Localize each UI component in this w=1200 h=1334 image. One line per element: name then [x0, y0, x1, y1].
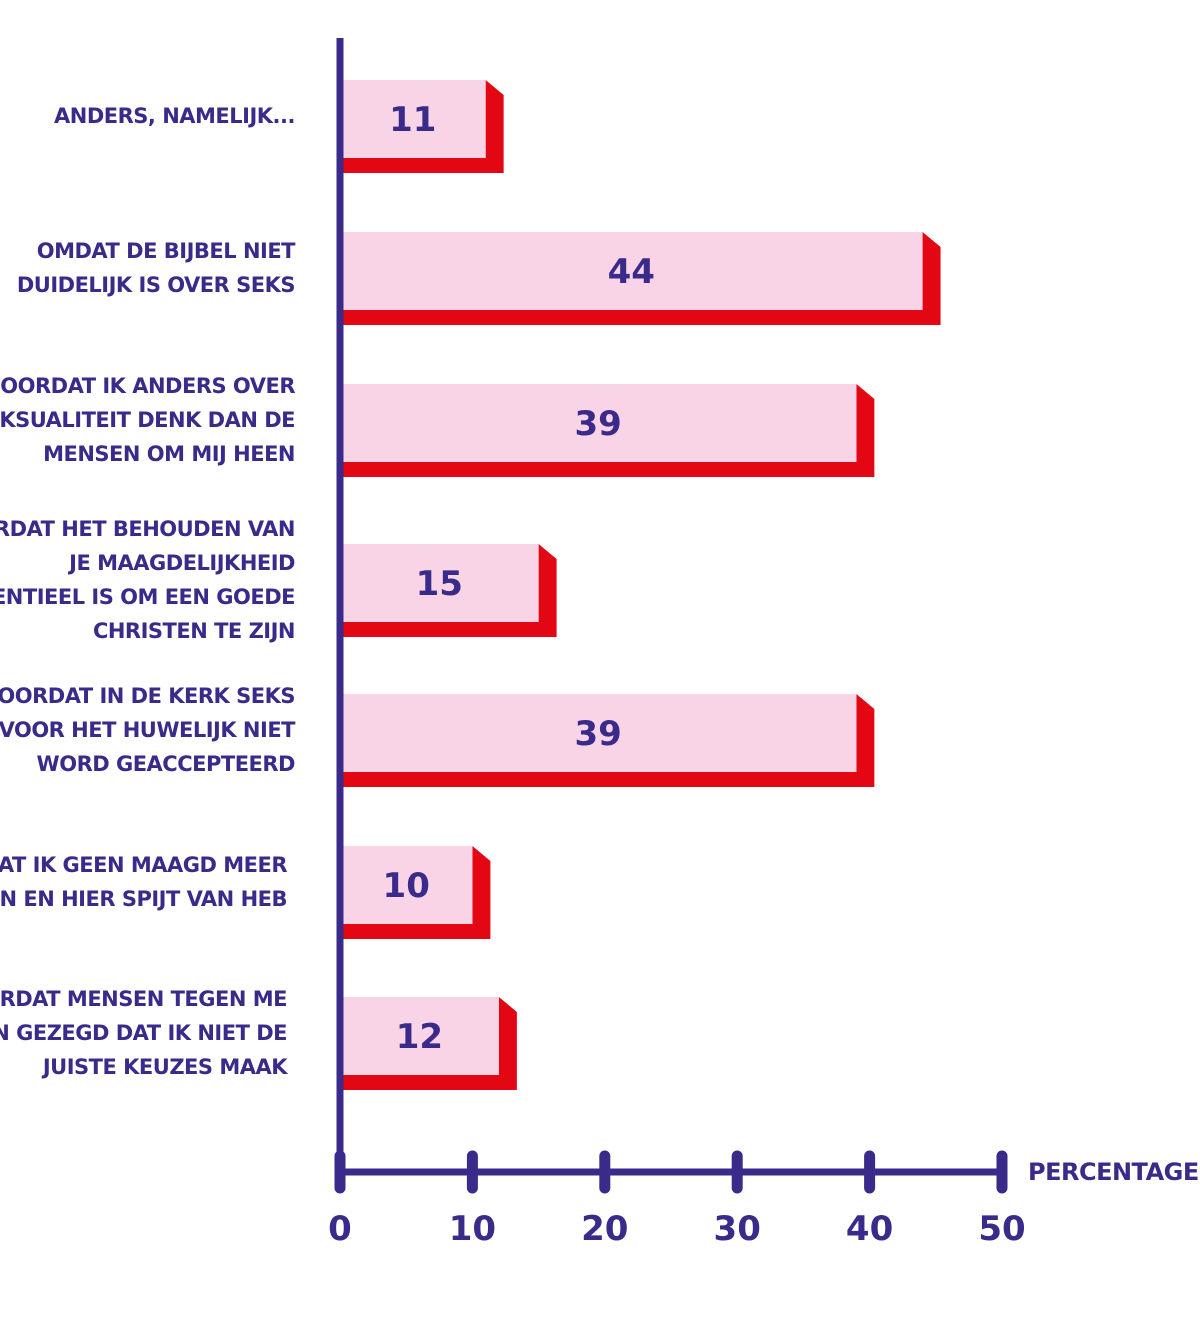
bar-shadow: [340, 997, 517, 1090]
data-label: 11: [389, 100, 436, 140]
x-tick-label: 40: [846, 1209, 893, 1249]
bar-shadow: [340, 232, 941, 325]
bar-group: 44: [340, 232, 941, 325]
bar: [340, 694, 857, 772]
bar-group: 39: [340, 694, 875, 787]
bar-shadow: [340, 846, 491, 939]
bar: [340, 846, 473, 924]
bar-shadow: [340, 384, 875, 477]
bar-group: 15: [340, 544, 557, 637]
bar-shadow: [340, 694, 875, 787]
x-tick-label: 0: [328, 1209, 352, 1249]
bar-group: 11: [340, 80, 504, 173]
bar: [340, 232, 923, 310]
data-label: 15: [416, 564, 463, 604]
x-tick-label: 10: [449, 1209, 496, 1249]
bar-group: 39: [340, 384, 875, 477]
category-label: DOORDAT IN DE KERK SEKS VOOR HET HUWELIJK…: [0, 684, 296, 776]
data-label: 44: [608, 252, 655, 292]
x-tick-label: 30: [714, 1209, 761, 1249]
x-tick-label: 50: [978, 1209, 1025, 1249]
x-tick-label: 20: [581, 1209, 628, 1249]
bar: [340, 544, 539, 622]
category-label: DOORDAT IK ANDERS OVER SEKSUALITEIT DENK …: [0, 374, 295, 466]
bar: [340, 384, 857, 462]
data-label: 12: [396, 1017, 443, 1057]
data-label: 39: [575, 404, 622, 444]
bar-shadow: [340, 80, 504, 173]
data-label: 39: [575, 714, 622, 754]
bar: [340, 80, 486, 158]
data-label: 10: [383, 866, 430, 906]
category-label: ANDERS, NAMELIJK...: [54, 104, 295, 128]
bar: [340, 997, 499, 1075]
bar-group: 10: [340, 846, 491, 939]
category-label: OMDAT DE BIJBEL NIET DUIDELIJK IS OVER SE…: [17, 239, 296, 297]
category-label: DOORDAT MENSEN TEGEN MEHEBBEN GEZEGD DAT…: [0, 987, 288, 1079]
bar-shadow: [340, 544, 557, 637]
x-axis-title: PERCENTAGE: [1028, 1158, 1199, 1186]
bar-group: 12: [340, 997, 517, 1090]
